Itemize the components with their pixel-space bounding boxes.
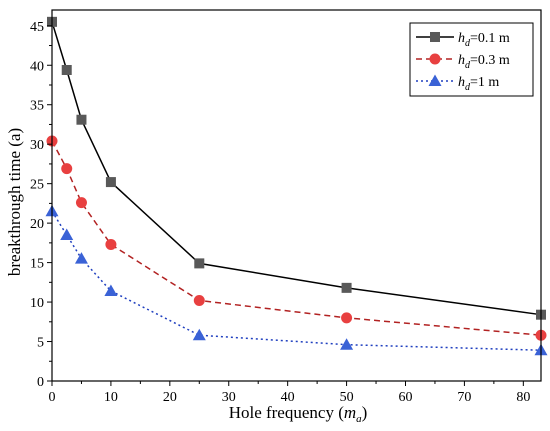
x-tick-label: 60 — [398, 390, 412, 405]
square-marker — [76, 114, 87, 125]
x-tick-label: 20 — [163, 390, 177, 405]
x-tick-label: 0 — [49, 390, 56, 405]
triangle-marker — [340, 338, 354, 350]
circle-marker — [193, 294, 205, 306]
x-tick-label: 40 — [281, 390, 295, 405]
legend-circle-marker — [429, 53, 441, 65]
legend-var: h — [458, 31, 465, 46]
legend: hd=0.1 mhd=0.3 mhd=1 m — [409, 22, 534, 97]
y-tick-label: 10 — [30, 296, 44, 311]
y-tick-label: 35 — [30, 99, 44, 114]
legend-var: h — [458, 75, 465, 90]
circle-marker — [75, 197, 87, 209]
circle-marker — [61, 163, 73, 175]
square-marker — [61, 64, 72, 75]
legend-label: hd=0.3 m — [458, 53, 510, 71]
circle-marker — [341, 312, 353, 324]
x-tick-label: 70 — [457, 390, 471, 405]
y-axis-title: breakthrough time (a) — [5, 128, 24, 276]
plot-frame — [51, 9, 542, 382]
legend-label: hd=1 m — [458, 75, 499, 93]
legend-label: hd=0.1 m — [458, 31, 510, 49]
y-tick-label: 30 — [30, 138, 44, 153]
square-marker — [341, 282, 352, 293]
triangle-marker — [60, 228, 74, 240]
series-line — [51, 140, 542, 336]
y-tick-label: 40 — [30, 59, 44, 74]
legend-rest: =0.3 m — [470, 53, 510, 68]
legend-sub: d — [465, 82, 471, 93]
legend-triangle-marker — [428, 74, 442, 86]
legend-rest: =0.1 m — [470, 31, 510, 46]
y-tick-label: 15 — [30, 257, 44, 272]
legend-square-marker — [430, 32, 440, 42]
legend-sub: d — [465, 38, 471, 49]
series-1 — [46, 135, 547, 341]
x-tick-label: 10 — [104, 390, 118, 405]
triangle-marker — [104, 284, 118, 297]
circle-marker — [105, 238, 117, 250]
legend-sub: d — [465, 60, 471, 71]
triangle-marker — [74, 252, 88, 264]
y-tick-label: 20 — [30, 217, 44, 232]
x-tick-label: 80 — [516, 390, 530, 405]
square-marker — [194, 258, 205, 269]
legend-var: h — [458, 53, 465, 68]
y-tick-label: 5 — [37, 336, 44, 351]
y-tick-label: 0 — [37, 375, 44, 390]
y-tick-label: 45 — [30, 20, 44, 35]
y-tick-label: 25 — [30, 178, 44, 193]
axes: 0 10 20 30 40 50 60 70 80 0 5 10 15 20 25 30 35 40 45 — [30, 9, 542, 405]
square-marker — [105, 177, 116, 188]
legend-rest: =1 m — [470, 75, 499, 90]
triangle-marker — [192, 328, 206, 341]
x-tick-label: 50 — [340, 390, 354, 405]
x-axis-title: Hole frequency (ma) — [229, 403, 368, 425]
series-2 — [45, 204, 548, 356]
x-tick-label: 30 — [222, 390, 236, 405]
